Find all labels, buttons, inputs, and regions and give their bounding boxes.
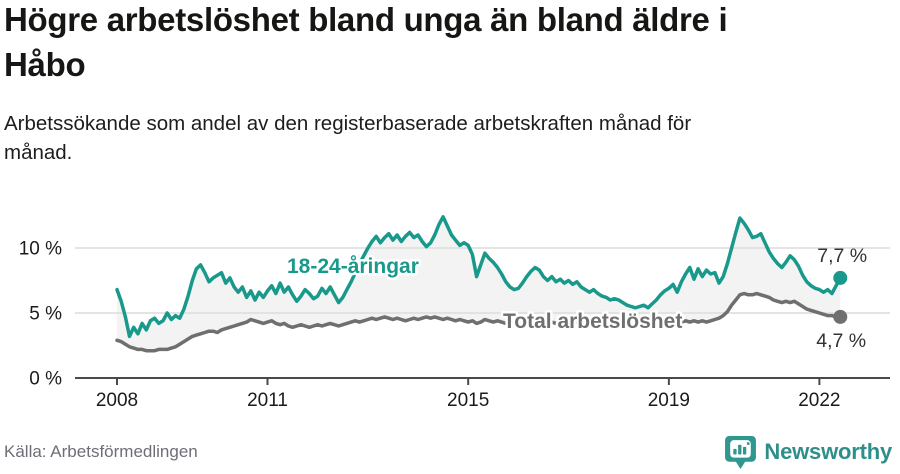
chart-subtitle: Arbetssökande som andel av den registerb…	[4, 109, 864, 167]
title-line-1: Högre arbetslöshet bland unga än bland ä…	[4, 1, 728, 38]
end-value-label-total: 4,7 %	[816, 330, 866, 352]
line-total-unemployment	[115, 291, 843, 353]
source-note: Källa: Arbetsförmedlingen	[4, 442, 198, 461]
x-tick-label-2022: 2022	[798, 390, 840, 411]
title-line-2: Håbo	[4, 46, 86, 83]
subtitle-line-2: månad.	[4, 141, 73, 164]
x-tick-label-2011: 2011	[247, 390, 288, 411]
page-title: Högre arbetslöshet bland unga än bland ä…	[4, 0, 894, 87]
x-tick-label-2015: 2015	[447, 390, 489, 411]
unemployment-line-chart: 2008 2011 2015 2019 2022 0 % 5 % 10 % 18-24-årin…	[0, 195, 900, 423]
chart-footer: Källa: Arbetsförmedlingen Newsworthy	[4, 434, 892, 470]
x-tick-label-2019: 2019	[648, 390, 690, 411]
y-tick-label-5: 5 %	[29, 304, 62, 325]
line-chart-canvas: 2008 2011 2015 2019 2022 0 % 5 % 10 % 18-24-årin…	[19, 215, 890, 411]
y-tick-label-0: 0 %	[29, 369, 62, 390]
newsworthy-logo: Newsworthy	[724, 435, 892, 470]
series-label-total: Total arbetslöshet	[503, 310, 682, 333]
end-value-label-youth: 7,7 %	[817, 245, 867, 267]
newsworthy-wordmark: Newsworthy	[764, 439, 892, 464]
end-dot-total	[833, 309, 848, 324]
series-label-youth: 18-24-åringar	[287, 255, 419, 278]
end-dot-youth	[833, 270, 848, 285]
bar-chart-speech-bubble-icon	[725, 435, 757, 469]
fill-between-area	[117, 216, 841, 351]
y-tick-label-10: 10 %	[19, 239, 62, 260]
subtitle-line-1: Arbetssökande som andel av den registerb…	[4, 112, 692, 135]
x-tick-label-2008: 2008	[96, 390, 138, 411]
line-youth-unemployment	[115, 215, 843, 339]
